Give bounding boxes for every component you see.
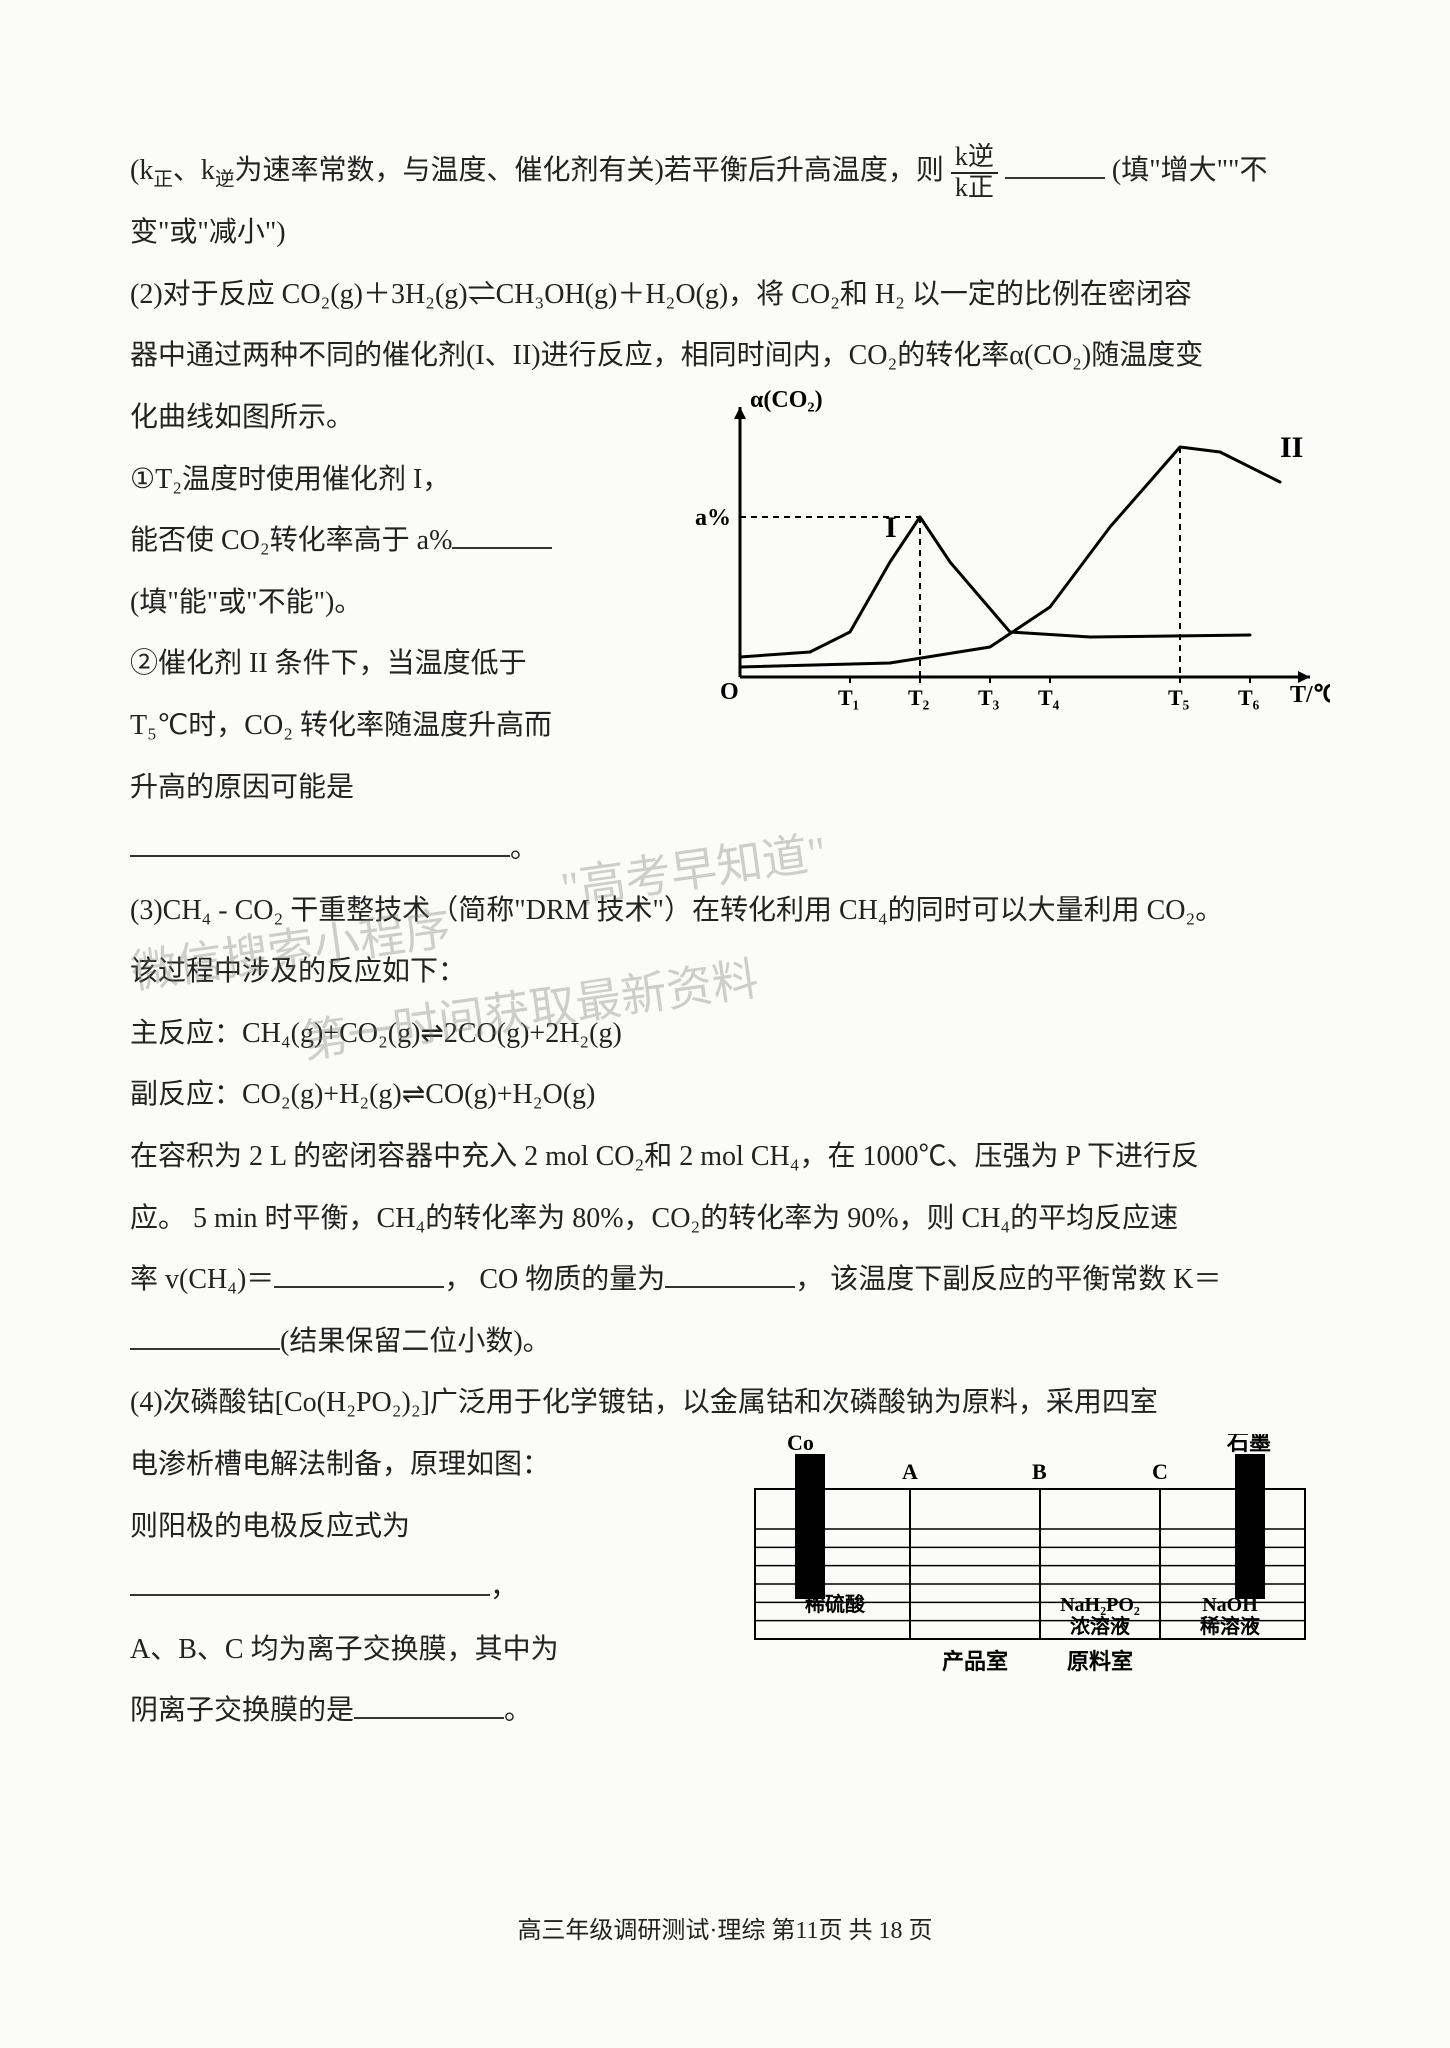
- electrolysis-diagram: A B C Co 石墨稀硫酸产品室 NaH₂PO₂浓溶液原料室 NaOH稀溶液: [730, 1434, 1330, 1714]
- svg-text:Co: Co: [787, 1434, 814, 1455]
- q4-l4-wrap: ，: [130, 1557, 710, 1619]
- svg-text:原料室: 原料室: [1067, 1649, 1133, 1674]
- svg-text:B: B: [1032, 1459, 1047, 1484]
- q4-l4: ，: [490, 1572, 518, 1603]
- svg-text:C: C: [1152, 1459, 1168, 1484]
- q2-left4: ②催化剂 II 条件下，当温度低于: [130, 633, 670, 695]
- q2-left2: 能否使 CO₂转化率高于 a%: [130, 510, 670, 572]
- q3-l4: 副反应：CO₂(g)+H₂(g)⇌CO(g)+H₂O(g): [130, 1064, 1330, 1126]
- svg-text:T₁: T₁: [838, 685, 859, 710]
- q4-l6b: 。: [504, 1695, 532, 1726]
- q4-l1: (4)次磷酸钴[Co(H₂PO₂)₂]广泛用于化学镀钴，以金属钴和次磷酸钠为原料…: [130, 1372, 1330, 1434]
- q1-sub-1: 正: [153, 170, 173, 191]
- svg-text:T₅: T₅: [1168, 685, 1190, 710]
- svg-text:O: O: [720, 679, 739, 705]
- q3-l6: 应。 5 min 时平衡，CH₄的转化率为 80%，CO₂的转化率为 90%，则…: [130, 1188, 1330, 1250]
- svg-text:NaH₂PO₂: NaH₂PO₂: [1060, 1594, 1140, 1616]
- q3-l7a: 率 v(CH₄)＝: [130, 1264, 274, 1295]
- q2-left3: (填"能"或"不能")。: [130, 572, 670, 634]
- q1-line1: (k正、k逆为速率常数，与温度、催化剂有关)若平衡后升高温度，则 k逆 k正 (…: [130, 140, 1330, 202]
- q3-l7: 率 v(CH₄)＝ ， CO 物质的量为 ， 该温度下副反应的平衡常数 K＝: [130, 1249, 1330, 1311]
- svg-text:T₃: T₃: [978, 685, 1000, 710]
- svg-text:II: II: [1280, 431, 1303, 464]
- page-footer: 高三年级调研测试·理综 第11页 共 18 页: [0, 1905, 1450, 1958]
- exam-page: (k正、k逆为速率常数，与温度、催化剂有关)若平衡后升高温度，则 k逆 k正 (…: [0, 0, 1450, 2048]
- q4-blank-1[interactable]: [130, 1563, 490, 1596]
- q4-left-col: 电渗析槽电解法制备，原理如图： 则阳极的电极反应式为 ， A、B、C 均为离子交…: [130, 1434, 710, 1742]
- q1-fraction: k逆 k正: [951, 143, 998, 202]
- q2-blank-1[interactable]: [452, 516, 552, 549]
- q1-sub-2: 逆: [215, 170, 235, 191]
- q3-l5: 在容积为 2 L 的密闭容器中充入 2 mol CO₂和 2 mol CH₄，在…: [130, 1126, 1330, 1188]
- svg-text:稀硫酸: 稀硫酸: [805, 1592, 866, 1616]
- q1-text-3: 为速率常数，与温度、催化剂有关)若平衡后升高温度，则: [235, 155, 944, 186]
- q4-l5: A、B、C 均为离子交换膜，其中为: [130, 1619, 710, 1681]
- q4-l3: 则阳极的电极反应式为: [130, 1496, 710, 1558]
- q4-l2: 电渗析槽电解法制备，原理如图：: [130, 1434, 710, 1496]
- q4-row: 电渗析槽电解法制备，原理如图： 则阳极的电极反应式为 ， A、B、C 均为离子交…: [130, 1434, 1330, 1742]
- q2-long-blank[interactable]: [130, 824, 510, 857]
- q2-l1: (2)对于反应 CO₂(g)＋3H₂(g)⇌CH₃OH(g)＋H₂O(g)，将 …: [130, 264, 1330, 326]
- q1-text-2: 、k: [173, 155, 215, 186]
- svg-text:稀溶液: 稀溶液: [1200, 1614, 1261, 1638]
- q1-blank[interactable]: [1005, 146, 1105, 179]
- q4-blank-2[interactable]: [354, 1687, 504, 1720]
- q4-l6a: 阴离子交换膜的是: [130, 1695, 354, 1726]
- q1-frac-top: k逆: [951, 143, 998, 174]
- q2-l2: 器中通过两种不同的催化剂(I、II)进行反应，相同时间内，CO₂的转化率α(CO…: [130, 325, 1330, 387]
- svg-text:a%: a%: [695, 505, 731, 531]
- q3-blank-1[interactable]: [274, 1255, 444, 1288]
- q3-l1: (3)CH₄ - CO₂ 干重整技术（简称"DRM 技术"）在转化利用 CH₄的…: [130, 880, 1330, 942]
- q1-tail: (填"增大""不: [1112, 155, 1268, 186]
- svg-text:T₂: T₂: [908, 685, 930, 710]
- svg-text:T/℃: T/℃: [1290, 682, 1330, 708]
- svg-text:T₆: T₆: [1238, 685, 1260, 710]
- q3-blank-2[interactable]: [665, 1255, 795, 1288]
- q2-left1: ①T₂温度时使用催化剂 I，: [130, 449, 670, 511]
- q2-left-col: 化曲线如图所示。 ①T₂温度时使用催化剂 I， 能否使 CO₂转化率高于 a% …: [130, 387, 670, 818]
- q2-row: 化曲线如图所示。 ①T₂温度时使用催化剂 I， 能否使 CO₂转化率高于 a% …: [130, 387, 1330, 818]
- svg-text:NaOH: NaOH: [1202, 1594, 1258, 1616]
- q3-l2: 该过程中涉及的反应如下：: [130, 941, 1330, 1003]
- q2-left5: T₅℃时，CO₂ 转化率随温度升高而: [130, 695, 670, 757]
- conversion-rate-chart: α(CO₂)T/℃Oa%T₁T₂T₃T₄T₅T₆III: [690, 387, 1330, 727]
- q2-l3: 化曲线如图所示。: [130, 387, 670, 449]
- q1-text-1: (k: [130, 155, 153, 186]
- q2-blank-line: 。: [130, 818, 1330, 880]
- q3-l7b: ， CO 物质的量为: [444, 1264, 665, 1295]
- q1-frac-bot: k正: [951, 174, 998, 203]
- q3-blank-3[interactable]: [130, 1317, 280, 1350]
- svg-text:产品室: 产品室: [942, 1649, 1008, 1674]
- q1-line2: 变"或"减小"): [130, 202, 1330, 264]
- svg-text:α(CO₂): α(CO₂): [750, 387, 823, 413]
- q3-l8t: (结果保留二位小数)。: [280, 1326, 551, 1357]
- q2-left2-text: 能否使 CO₂转化率高于 a%: [130, 525, 452, 556]
- q3-l3: 主反应：CH₄(g)+CO₂(g)⇌2CO(g)+2H₂(g): [130, 1003, 1330, 1065]
- q4-l6: 阴离子交换膜的是 。: [130, 1680, 710, 1742]
- svg-text:石墨: 石墨: [1226, 1434, 1271, 1455]
- q3-l8: (结果保留二位小数)。: [130, 1311, 1330, 1373]
- q2-left6: 升高的原因可能是: [130, 757, 670, 819]
- svg-text:浓溶液: 浓溶液: [1070, 1614, 1131, 1638]
- svg-text:I: I: [885, 511, 897, 544]
- q3-l7c: ， 该温度下副反应的平衡常数 K＝: [795, 1264, 1221, 1295]
- svg-text:T₄: T₄: [1038, 685, 1060, 710]
- svg-text:A: A: [902, 1459, 918, 1484]
